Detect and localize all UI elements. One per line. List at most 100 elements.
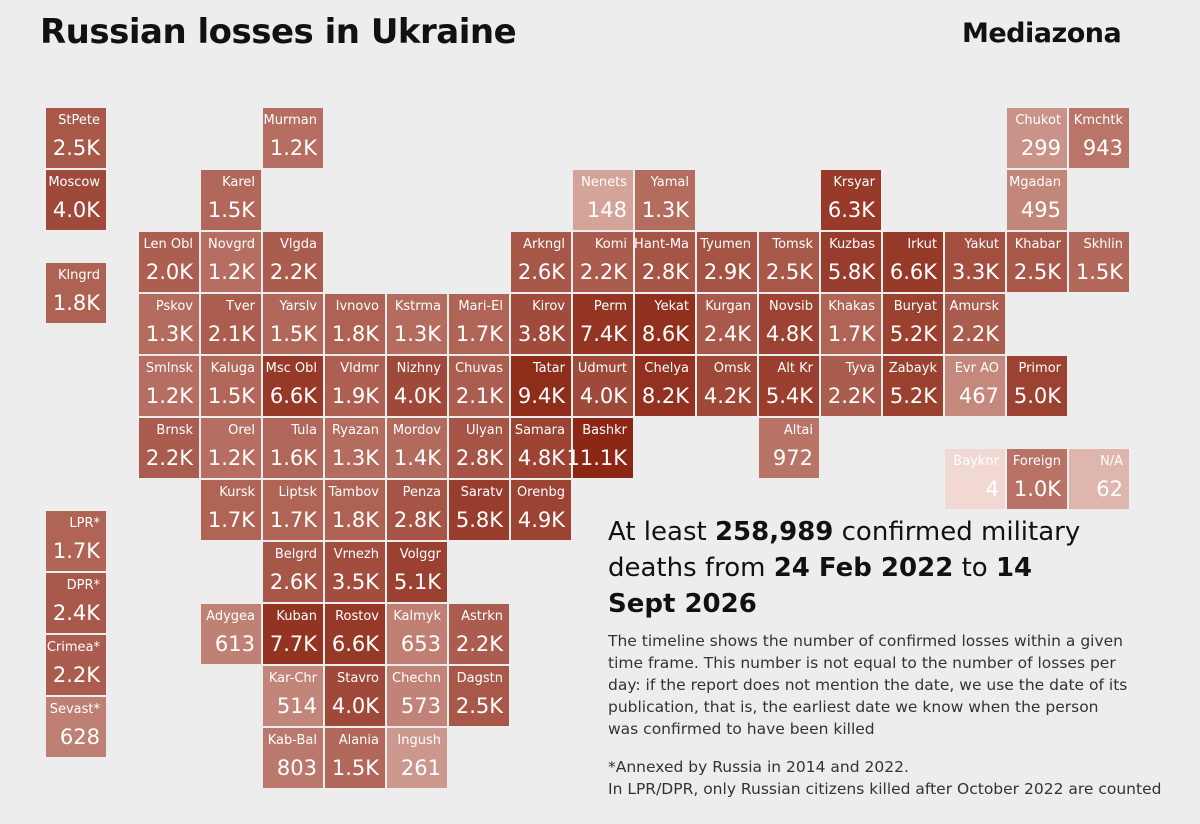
region-tile: Novsib 4.8K [759, 294, 819, 354]
region-value: 6.6K [889, 260, 937, 284]
region-tile: Kar-Chr 514 [263, 666, 323, 726]
region-value: 1.5K [207, 384, 255, 408]
footnote: In LPR/DPR, only Russian citizens killed… [608, 780, 1162, 798]
region-name: Kurgan [705, 299, 751, 314]
region-value: 2.5K [455, 694, 503, 718]
region-name: Foreign [1012, 454, 1061, 469]
region-tile: Nizhny 4.0K [387, 356, 447, 416]
region-value: 2.5K [765, 260, 813, 284]
region-name: Mari-El [458, 299, 503, 314]
region-tile: Orenbg 4.9K [511, 480, 571, 540]
region-name: Novgrd [208, 237, 255, 252]
region-name: Tyumen [700, 237, 751, 252]
region-value: 943 [1082, 136, 1123, 160]
title: Russian losses in Ukraine [40, 12, 517, 52]
region-name: Orel [228, 423, 255, 438]
region-name: Chukot [1015, 113, 1061, 128]
region-value: 628 [59, 725, 100, 749]
region-name: Ulyan [465, 423, 503, 438]
region-name: Murman [263, 113, 317, 128]
region-tile: Bashkr 11.1K [566, 418, 633, 478]
region-name: Kmchtk [1073, 113, 1123, 128]
region-value: 11.1K [566, 446, 627, 470]
region-value: 2.6K [517, 260, 565, 284]
region-value: 1.5K [331, 756, 379, 780]
region-tile: Ryazan 1.3K [325, 418, 385, 478]
region-name: Vldmr [340, 361, 379, 376]
region-tile: Moscow 4.0K [46, 170, 106, 230]
region-name: N/A [1100, 454, 1123, 469]
region-name: Volggr [399, 547, 441, 562]
region-value: 2.1K [207, 322, 255, 346]
region-value: 3.8K [517, 322, 565, 346]
summary: At least 258,989 confirmed military deat… [608, 514, 1088, 622]
region-name: Penza [402, 485, 441, 500]
region-name: Bayknr [953, 454, 999, 469]
region-tile: N/A 62 [1069, 449, 1129, 509]
region-name: Alt Kr [777, 361, 813, 376]
region-name: Ingush [397, 733, 441, 748]
region-tile: Pskov 1.3K [139, 294, 199, 354]
region-value: 4 [985, 477, 999, 501]
region-name: Kar-Chr [268, 671, 317, 686]
region-tile: Mordov 1.4K [387, 418, 447, 478]
region-value: 573 [400, 694, 441, 718]
region-value: 1.7K [207, 508, 255, 532]
region-value: 803 [276, 756, 317, 780]
region-name: Tula [291, 423, 317, 438]
region-tile: Vldmr 1.9K [325, 356, 385, 416]
region-name: Mordov [392, 423, 441, 438]
region-tile: Kaluga 1.5K [201, 356, 261, 416]
region-value: 1.7K [269, 508, 317, 532]
region-value: 1.5K [207, 198, 255, 222]
region-tile: Adygea 613 [201, 604, 261, 664]
region-name: Evr AO [954, 361, 999, 376]
region-tile: Mgadan 495 [1007, 170, 1067, 230]
region-name: Kirov [532, 299, 565, 314]
region-value: 148 [586, 198, 627, 222]
region-name: Perm [593, 299, 627, 314]
region-value: 2.9K [703, 260, 751, 284]
region-value: 4.0K [52, 198, 100, 222]
region-tile: Rostov 6.6K [325, 604, 385, 664]
summary-text: confirmed military deaths from [608, 517, 1081, 583]
region-tile: Krsyar 6.3K [821, 170, 881, 230]
region-name: Tyva [845, 361, 875, 376]
region-value: 2.1K [455, 384, 503, 408]
region-value: 1.7K [52, 539, 100, 563]
region-name: Nizhny [396, 361, 441, 376]
region-tile: Msc Obl 6.6K [263, 356, 323, 416]
region-name: Len Obl [143, 237, 193, 252]
region-value: 62 [1096, 477, 1123, 501]
region-tile: Klngrd 1.8K [46, 263, 106, 323]
region-value: 2.0K [145, 260, 193, 284]
region-tile: Sevast* 628 [46, 697, 106, 757]
region-name: Orenbg [516, 485, 565, 500]
region-value: 1.9K [331, 384, 379, 408]
region-tile: Khabar 2.5K [1007, 232, 1067, 292]
region-name: Novsib [768, 299, 813, 314]
region-name: StPete [58, 113, 100, 128]
region-name: Amursk [949, 299, 999, 314]
region-tile: Perm 7.4K [573, 294, 633, 354]
region-value: 1.3K [641, 198, 689, 222]
summary-date: 24 Feb 2022 [773, 553, 954, 583]
region-value: 4.0K [331, 694, 379, 718]
region-value: 9.4K [517, 384, 565, 408]
region-tile: Bayknr 4 [945, 449, 1005, 509]
region-name: Skhlin [1083, 237, 1123, 252]
region-name: Buryat [893, 299, 937, 314]
region-value: 1.8K [331, 508, 379, 532]
region-value: 5.8K [455, 508, 503, 532]
region-tile: Kirov 3.8K [511, 294, 571, 354]
region-value: 2.5K [1013, 260, 1061, 284]
region-value: 1.3K [145, 322, 193, 346]
region-name: Udmurt [577, 361, 627, 376]
region-value: 2.2K [52, 663, 100, 687]
region-value: 4.8K [765, 322, 813, 346]
region-name: Saratv [460, 485, 503, 500]
region-value: 2.8K [641, 260, 689, 284]
region-tile: Yekat 8.6K [635, 294, 695, 354]
region-tile: Tatar 9.4K [511, 356, 571, 416]
region-name: Brnsk [156, 423, 193, 438]
